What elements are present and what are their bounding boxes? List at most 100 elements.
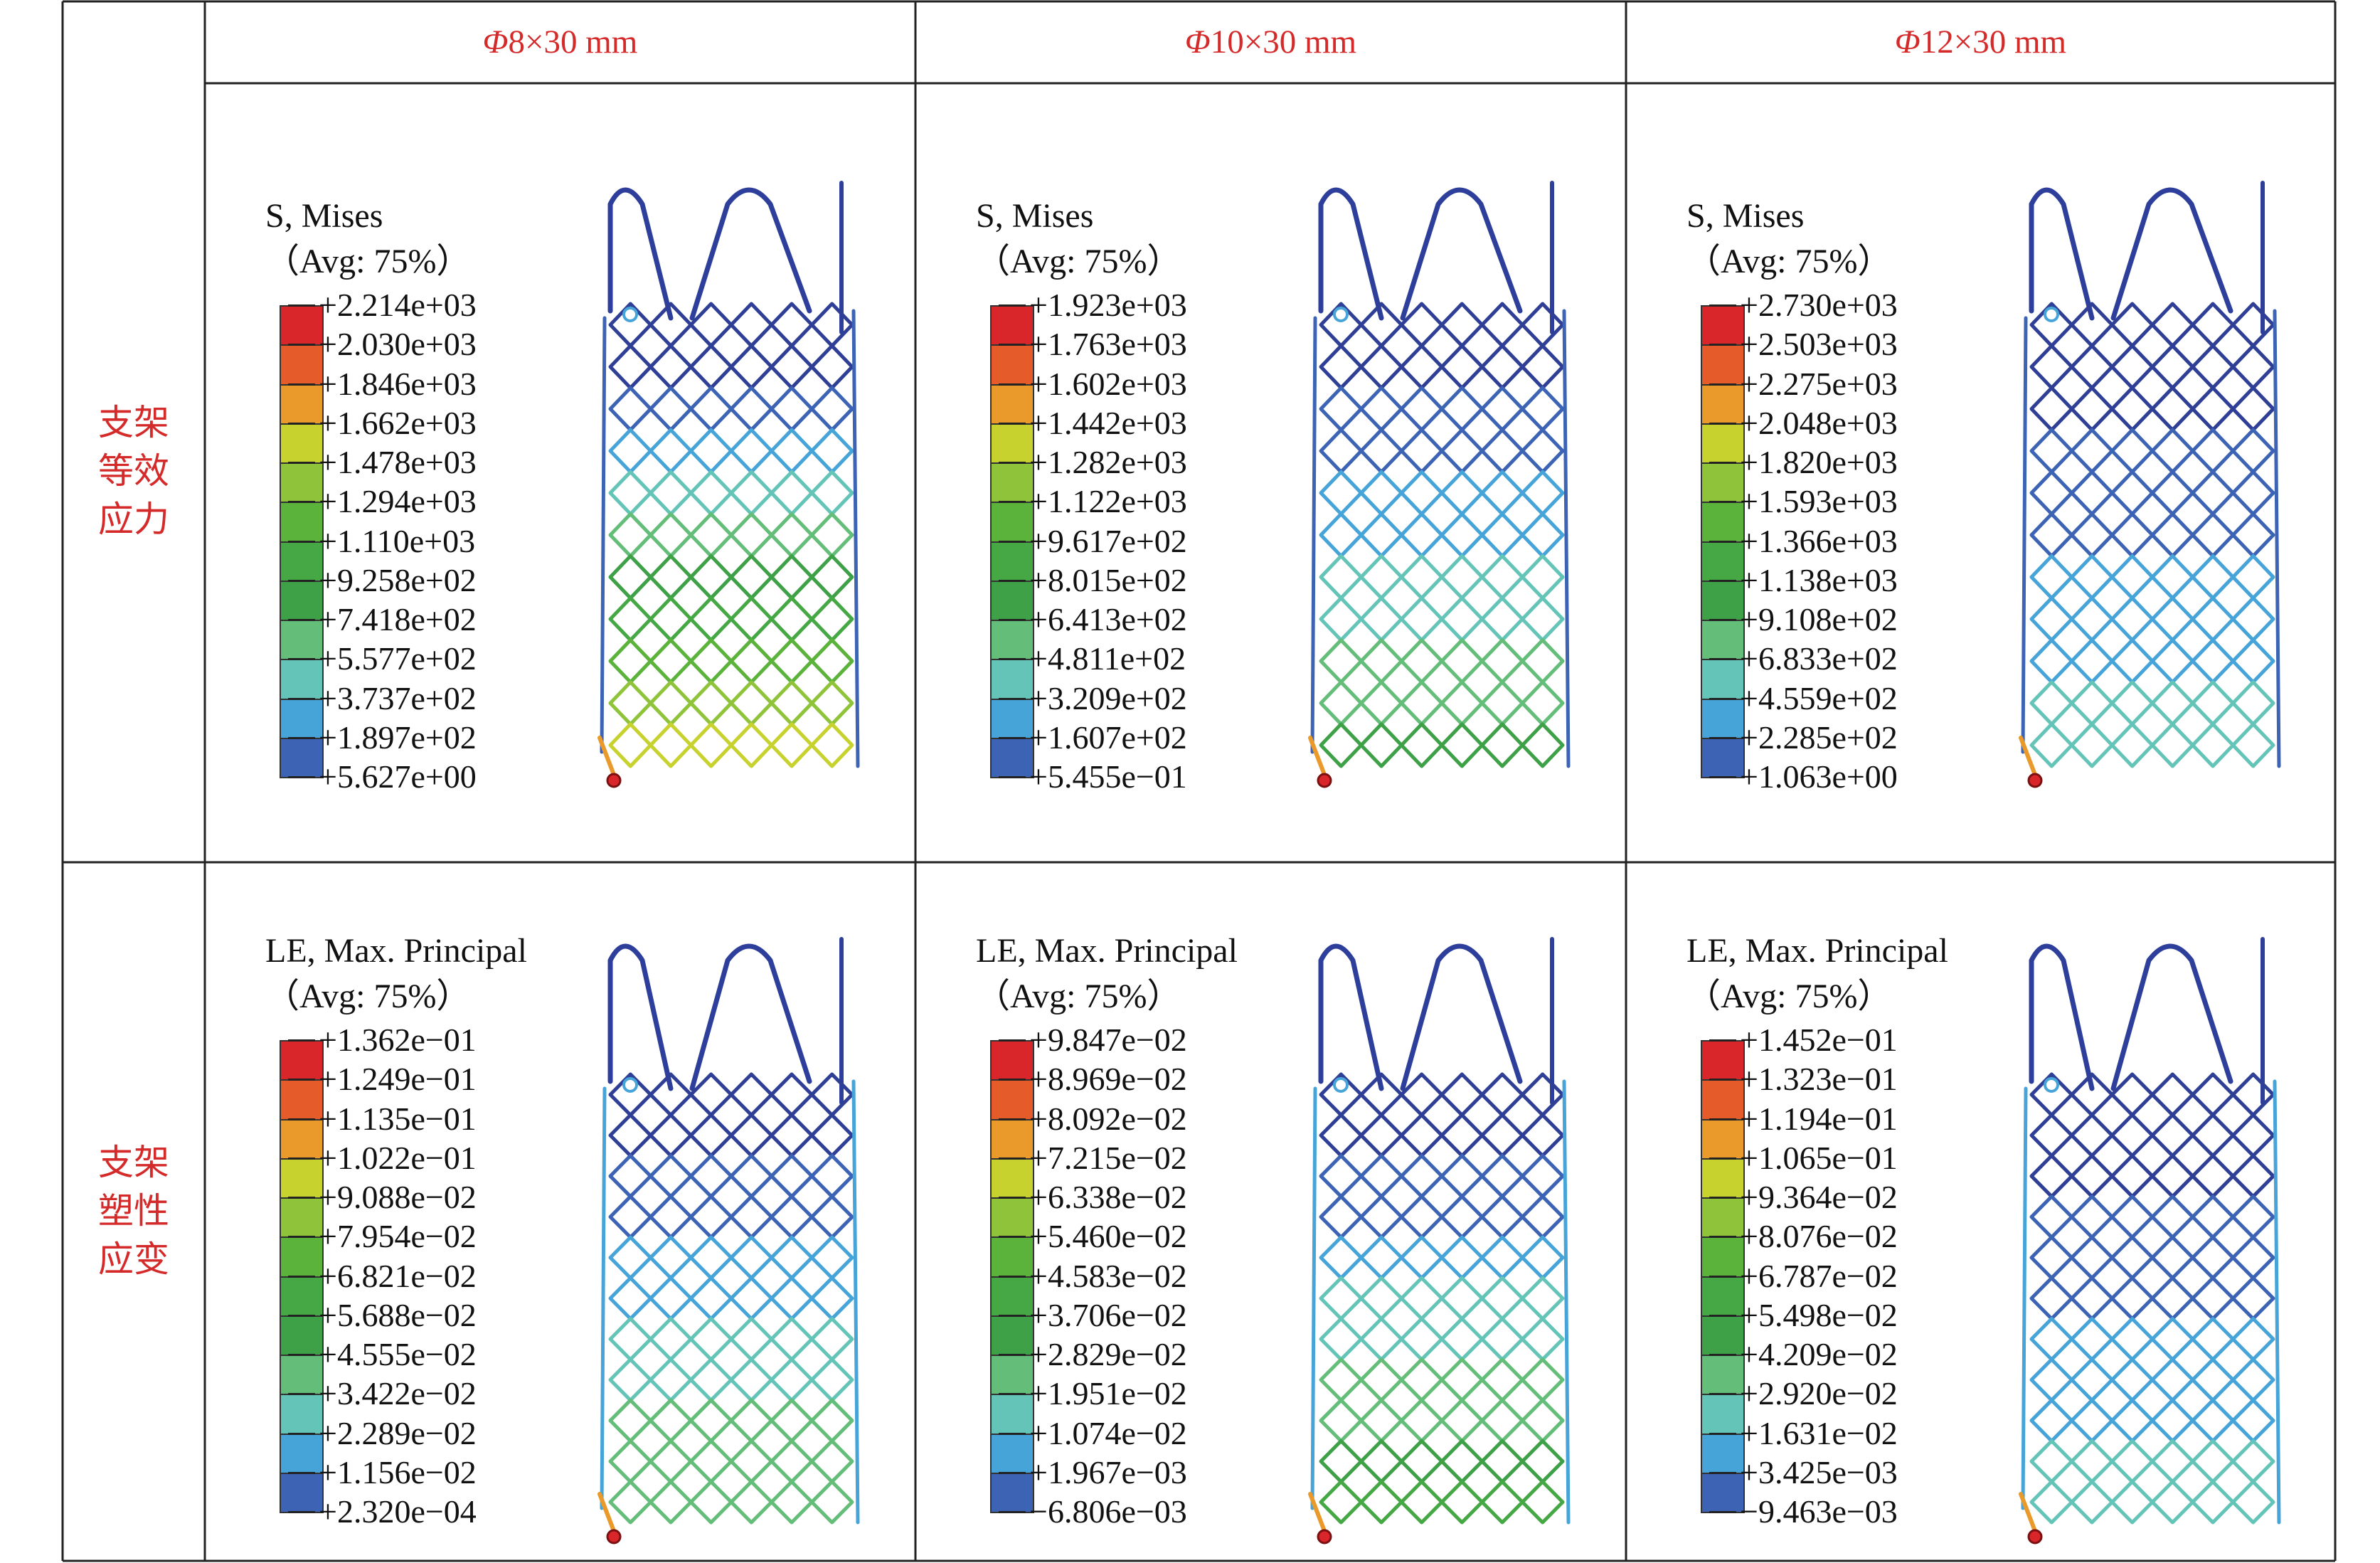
tick-mark	[288, 344, 315, 346]
stent-strut	[2029, 680, 2275, 726]
tick-mark	[999, 1236, 1026, 1239]
legend-tick: −6.806e−03	[999, 1493, 1187, 1531]
legend-value: +1.763e+03	[1029, 326, 1187, 363]
legend-tick: +1.138e+03	[1709, 561, 1898, 600]
legend-swatch	[990, 1079, 1034, 1120]
legend-tick: +3.737e+02	[288, 679, 477, 718]
legend-tick: +2.920e−02	[1709, 1374, 1898, 1413]
tick-mark	[999, 658, 1026, 661]
legend-swatch	[1701, 1236, 1745, 1278]
row-label-strain: 支架 塑性 应变	[98, 1142, 169, 1280]
stent-strut	[608, 722, 854, 768]
stent-strut	[2029, 1357, 2275, 1402]
stent-strut	[608, 1276, 854, 1321]
stent-strut	[608, 344, 854, 390]
legend-value: +4.583e−02	[1029, 1257, 1187, 1294]
stent-strut	[1319, 1194, 1565, 1239]
legend-value: +2.920e−02	[1740, 1375, 1898, 1412]
stent-hook	[1333, 1077, 1349, 1093]
stent-strut	[1310, 316, 1317, 754]
legend-tick: +6.787e−02	[1709, 1257, 1898, 1296]
legend-tick: +1.607e+02	[999, 719, 1187, 757]
legend-tick: +2.030e+03	[288, 325, 477, 364]
stress-hotspot	[2027, 773, 2043, 788]
tick-mark	[1709, 1471, 1736, 1474]
stent-strut	[2029, 943, 2095, 1091]
stent-strut	[597, 736, 616, 777]
legend-tick: +5.460e−02	[999, 1217, 1187, 1256]
legend-value: +1.923e+03	[1029, 287, 1187, 323]
tick-mark	[288, 304, 315, 307]
legend-value: +1.135e−01	[319, 1100, 477, 1137]
stent-strut	[608, 1113, 854, 1158]
tick-mark	[999, 619, 1026, 621]
legend-value: +1.294e+03	[319, 483, 477, 520]
stent-strut	[1318, 943, 1384, 1091]
tick-mark	[999, 462, 1026, 464]
legend-tick: +5.455e−01	[999, 758, 1187, 796]
legend-tick: +8.015e+02	[999, 561, 1187, 600]
legend-tick: +1.951e−02	[999, 1374, 1187, 1413]
result-cell: S, Mises （Avg: 75%） +1.923e+03 +1.763e+03 +1…	[915, 83, 1627, 795]
stent-strut	[608, 596, 854, 642]
stent-strut	[608, 386, 854, 432]
legend-value: +1.478e+03	[319, 444, 477, 480]
legend-tick: +1.135e−01	[288, 1100, 477, 1138]
legend-title: S, Mises （Avg: 75%）	[1686, 194, 1891, 285]
legend-swatch	[280, 502, 324, 543]
stent-contour-image	[2019, 181, 2281, 788]
stent-strut	[608, 1072, 854, 1117]
tick-mark	[288, 1236, 315, 1239]
legend-tick: +1.065e−01	[1709, 1139, 1898, 1177]
legend-value: +5.460e−02	[1029, 1218, 1187, 1255]
legend-tick: +8.076e−02	[1709, 1217, 1898, 1256]
legend-value: −9.463e−03	[1740, 1493, 1898, 1530]
legend-value: +7.418e+02	[319, 601, 477, 637]
stress-hotspot	[606, 773, 622, 788]
legend-tick: +1.022e−01	[288, 1139, 477, 1177]
tick-mark	[999, 501, 1026, 504]
legend-value: +2.214e+03	[319, 287, 477, 323]
legend-tick: +2.285e+02	[1709, 719, 1898, 757]
stent-contour-image	[1308, 937, 1571, 1545]
color-legend	[990, 1040, 1034, 1513]
stent-strut	[607, 187, 674, 321]
stent-strut	[1400, 943, 1523, 1091]
legend-variable: S, Mises	[1686, 197, 1805, 235]
stent-strut	[2029, 1235, 2275, 1280]
stent-strut	[689, 187, 812, 321]
tick-mark	[288, 1432, 315, 1435]
stent-strut	[2110, 187, 2233, 321]
result-cell: LE, Max. Principal （Avg: 75%） +1.452e−01 +1…	[1626, 818, 2337, 1545]
legend-value: +9.258e+02	[319, 561, 477, 598]
stent-strut	[2029, 638, 2275, 684]
legend-tick: +1.967e−03	[999, 1453, 1187, 1492]
legend-average: （Avg: 75%）	[1686, 977, 1892, 1015]
tick-mark	[1709, 1197, 1736, 1199]
tick-mark	[999, 1118, 1026, 1120]
legend-value: +9.108e+02	[1740, 601, 1898, 637]
stent-strut	[608, 1398, 854, 1443]
legend-variable: LE, Max. Principal	[265, 932, 527, 970]
legend-average: （Avg: 75%）	[1686, 243, 1892, 280]
legend-tick: +1.063e+00	[1709, 758, 1898, 796]
tick-mark	[288, 422, 315, 425]
tick-mark	[288, 736, 315, 739]
tick-mark	[288, 540, 315, 543]
legend-tick: +2.214e+03	[288, 286, 477, 324]
stress-hotspot	[606, 1529, 622, 1545]
stent-strut	[608, 638, 854, 684]
legend-value: +1.820e+03	[1740, 444, 1898, 480]
legend-variable: S, Mises	[265, 197, 383, 235]
legend-value: +5.455e−01	[1029, 758, 1187, 795]
tick-mark	[999, 1511, 1026, 1513]
legend-tick: +2.730e+03	[1709, 286, 1898, 324]
tick-mark	[1709, 579, 1736, 582]
tick-mark	[999, 383, 1026, 386]
legend-value: +6.338e−02	[1029, 1179, 1187, 1215]
legend-tick: +4.583e−02	[999, 1257, 1187, 1296]
legend-tick: +9.617e+02	[999, 522, 1187, 561]
legend-value: +2.503e+03	[1740, 326, 1898, 363]
legend-value: +1.362e−01	[319, 1022, 477, 1058]
tick-mark	[1709, 540, 1736, 543]
